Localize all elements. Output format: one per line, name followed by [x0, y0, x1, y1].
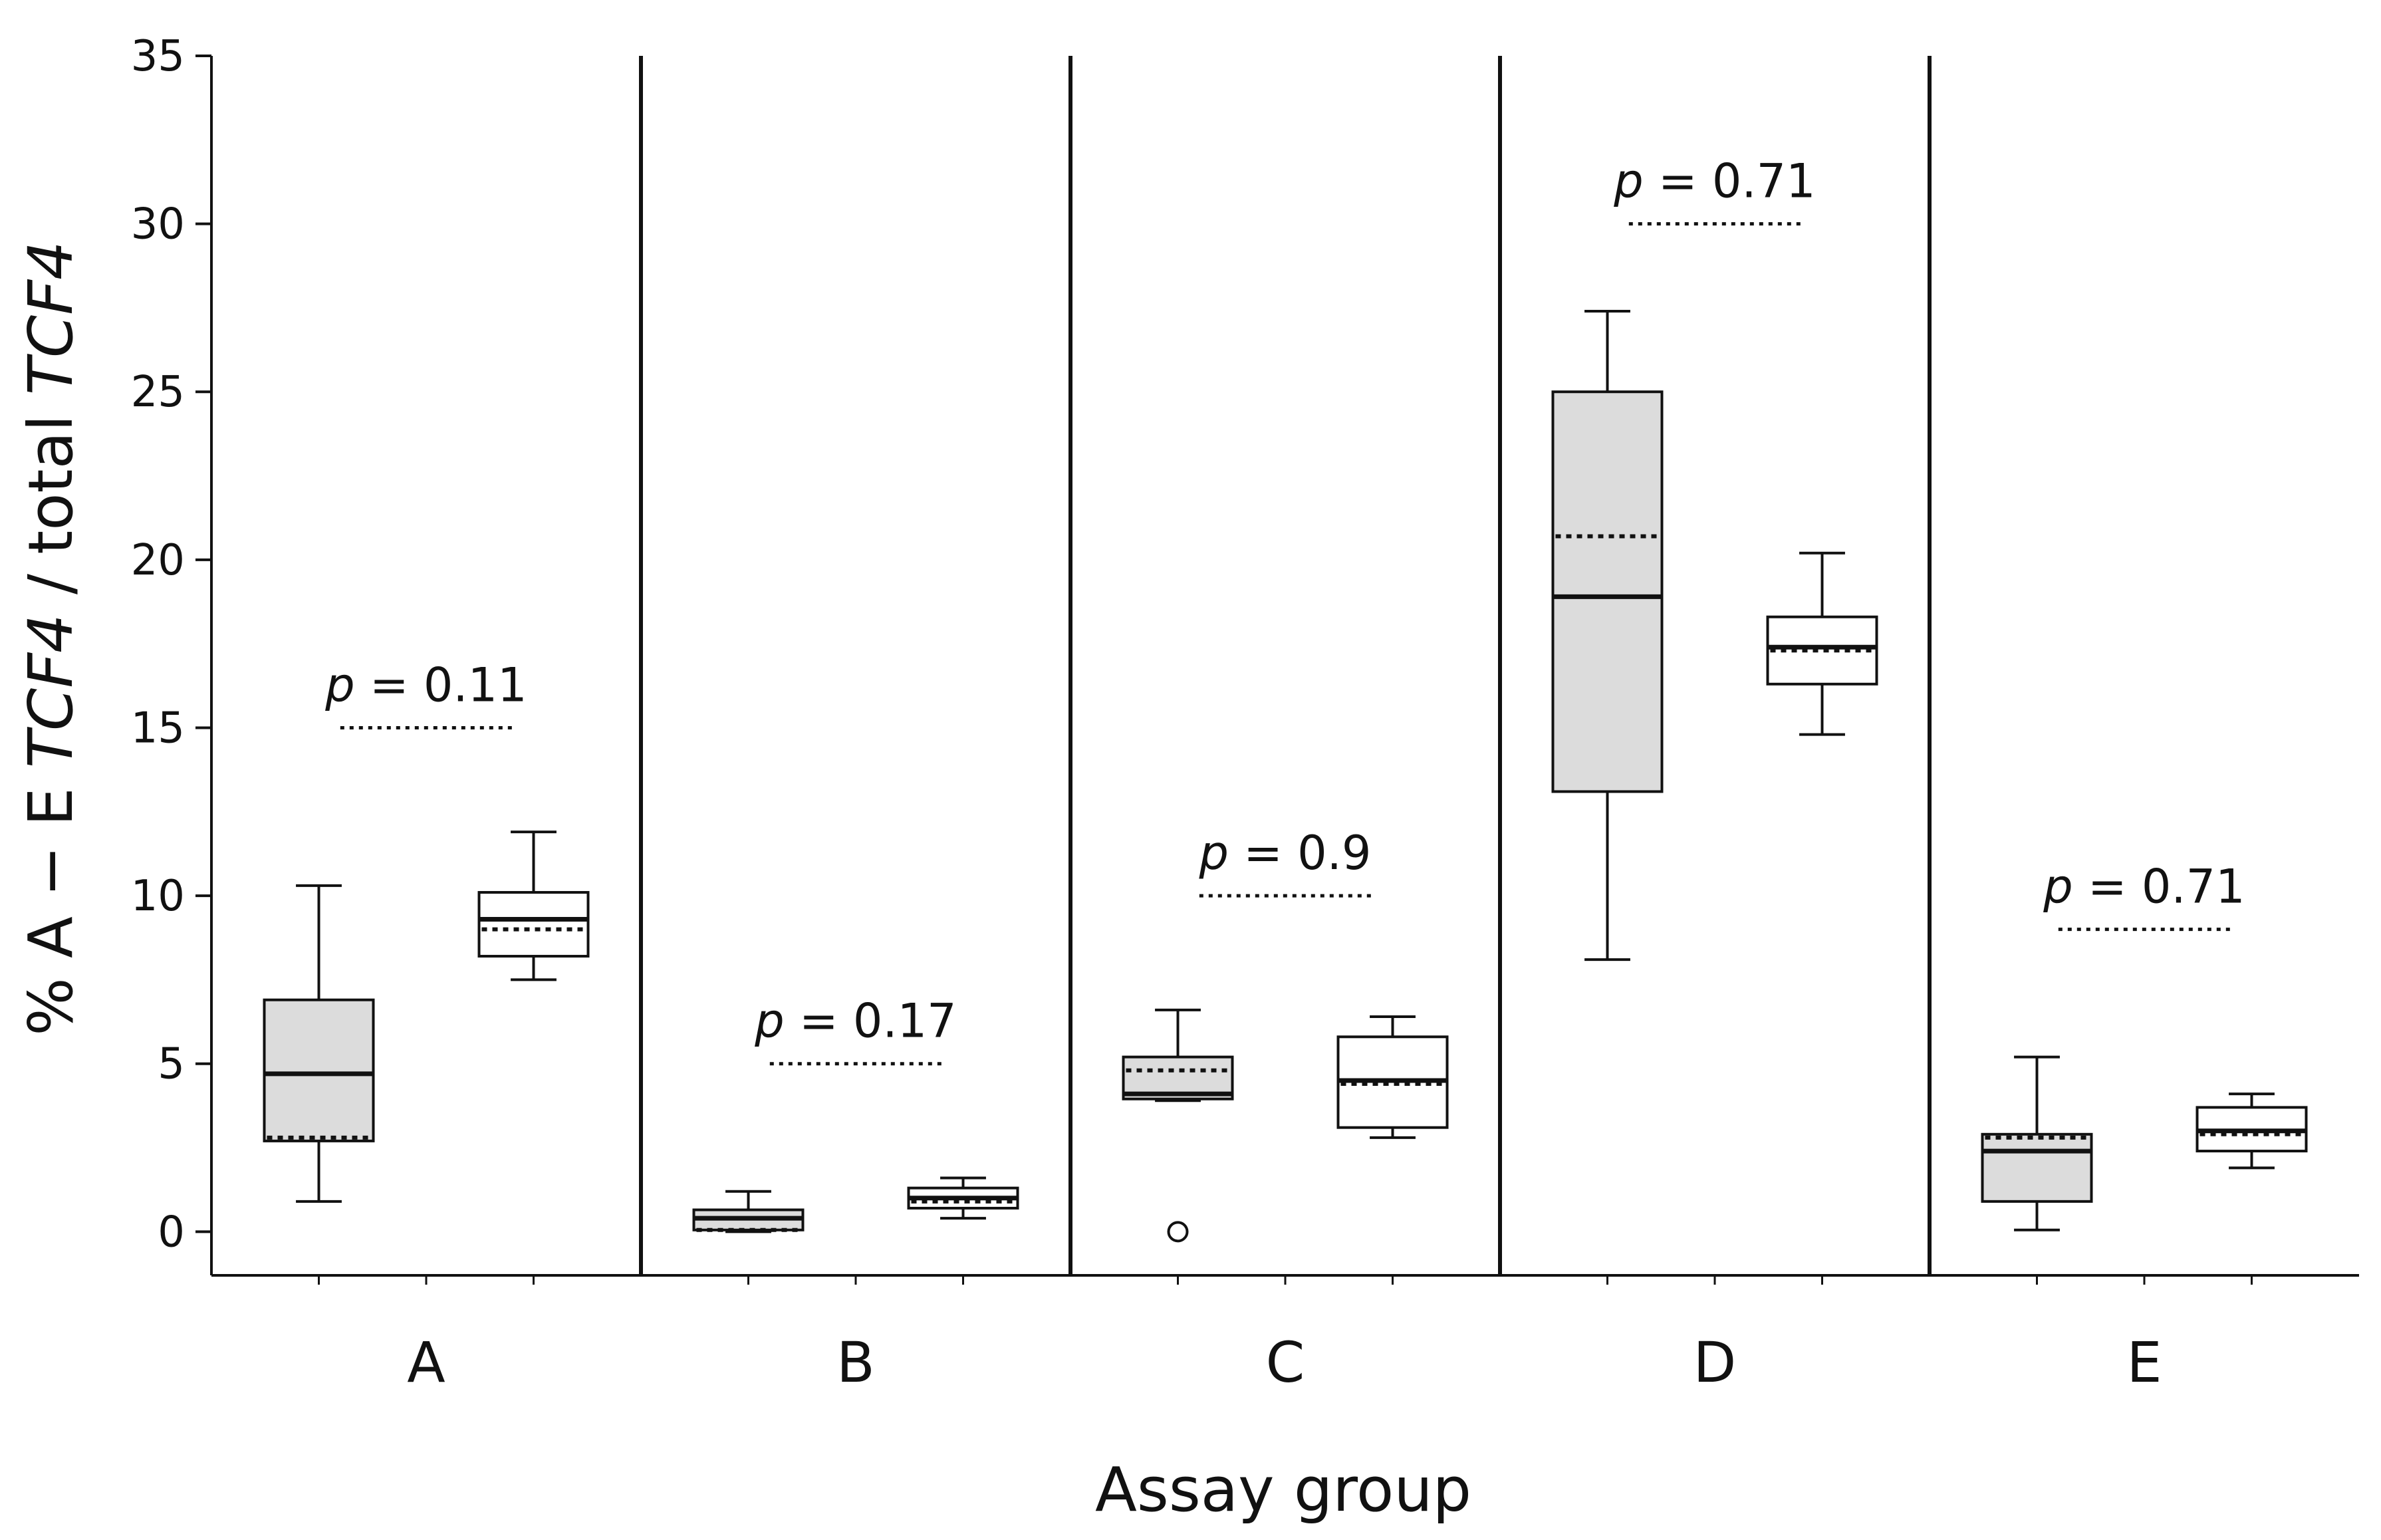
p-value-text: = 0.9 [1229, 826, 1371, 880]
p-value-label: p = 0.11 [324, 658, 527, 712]
y-tick-label: 20 [131, 536, 185, 585]
plot-labels: 0 5 10 15 20 25 30 35 Ap = 0.11 Bp = 0.17 Cp = 0.9… [131, 32, 2245, 1395]
box-e-2 [2195, 1092, 2308, 1170]
group-label-a: A [407, 1330, 445, 1395]
box-a-1 [263, 884, 375, 1203]
box-c-1 [1122, 1008, 1234, 1243]
y-tick-label: 35 [131, 32, 185, 81]
p-value-text: = 0.71 [2073, 860, 2245, 914]
box-body [1981, 1132, 2093, 1203]
p-value-label: p = 0.9 [1199, 826, 1372, 880]
y-axis-title-part: TCF4 [15, 614, 86, 768]
box-b-1 [692, 1190, 805, 1233]
y-axis-title-part: TCF4 [15, 241, 86, 395]
box-b-2 [907, 1176, 1019, 1220]
y-tick-label: 30 [131, 200, 185, 249]
p-value-label: p = 0.71 [2043, 860, 2245, 914]
box-body [1551, 390, 1664, 793]
group-label-d: D [1693, 1330, 1737, 1395]
p-value-text: = 0.17 [785, 994, 957, 1049]
group-label-b: B [836, 1330, 875, 1395]
box-d-1 [1551, 309, 1664, 962]
box-body [477, 891, 590, 958]
p-symbol: p [324, 658, 354, 712]
y-tick-label: 15 [131, 704, 185, 753]
y-tick-label: 5 [158, 1040, 185, 1089]
box-a-2 [477, 831, 590, 981]
y-tick-label: 25 [131, 368, 185, 417]
group-label-e: E [2126, 1330, 2162, 1395]
p-symbol: p [754, 994, 784, 1049]
p-symbol: p [1199, 826, 1229, 880]
y-axis-title-part: / total [15, 395, 86, 614]
p-value-text: = 0.71 [1644, 154, 1816, 209]
box-body [263, 998, 375, 1142]
box-e-1 [1981, 1055, 2093, 1231]
p-value-text: = 0.11 [355, 658, 527, 712]
p-value-label: p = 0.17 [754, 994, 956, 1049]
outlier-point [1167, 1221, 1189, 1243]
plot-marks [263, 222, 2308, 1243]
plot-axes [195, 55, 2359, 1285]
y-axis-title: % A − E TCF4 / total TCF4 [15, 241, 86, 1035]
p-value-label: p = 0.71 [1613, 154, 1815, 209]
y-axis-title-part: % A − E [15, 768, 86, 1036]
group-label-c: C [1266, 1330, 1305, 1395]
box-d-2 [1766, 551, 1878, 736]
p-symbol: p [1613, 154, 1643, 209]
box-c-2 [1336, 1015, 1449, 1139]
x-axis-title: Assay group [1095, 1454, 1471, 1525]
y-tick-label: 0 [158, 1208, 185, 1257]
p-symbol: p [2043, 860, 2072, 914]
y-tick-label: 10 [131, 872, 185, 921]
